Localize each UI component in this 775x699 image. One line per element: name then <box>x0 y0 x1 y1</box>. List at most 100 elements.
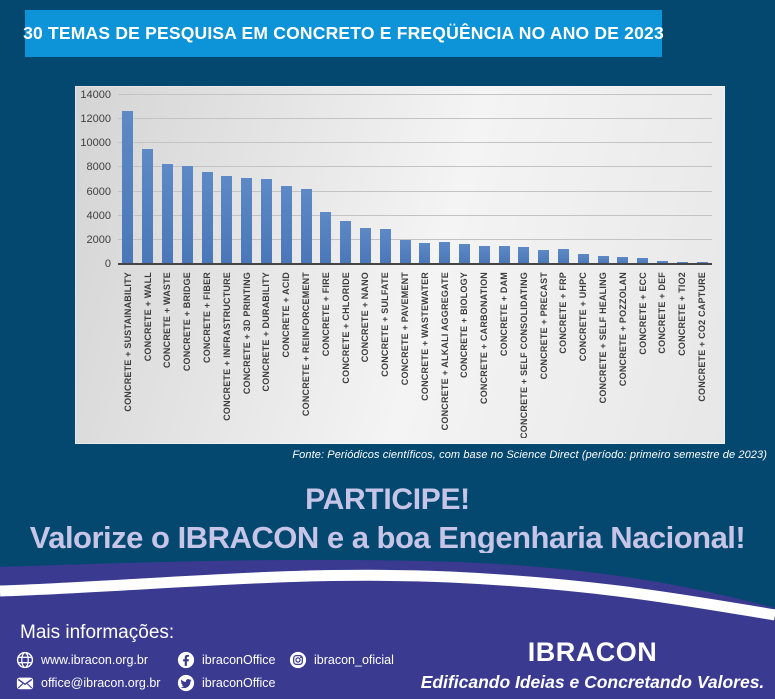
bar-concrete-wastewater <box>419 243 431 264</box>
x-label-slot: CONCRETE + ACID <box>276 272 296 438</box>
bar-concrete-durability <box>260 179 272 264</box>
x-category-label: CONCRETE + WASTE <box>162 272 173 368</box>
bar-slot <box>554 95 574 264</box>
bar-slot <box>633 95 653 264</box>
x-category-label: CONCRETE + SELF CONSOLIDATING <box>518 272 529 438</box>
twitter-icon <box>177 674 195 692</box>
bar-concrete-acid <box>280 186 292 264</box>
bar-slot <box>672 95 692 264</box>
x-category-label: CONCRETE + TIO2 <box>677 272 688 356</box>
bar-slot <box>296 95 316 264</box>
x-label-slot: CONCRETE + FIBER <box>197 272 217 438</box>
x-label-slot: CONCRETE + WALL <box>138 272 158 438</box>
y-tick-label: 10000 <box>80 137 111 150</box>
email-row: office@ibracon.org.br <box>16 674 160 692</box>
bar-concrete-chloride <box>340 221 352 264</box>
y-tick-label: 2000 <box>86 233 111 246</box>
x-label-slot: CONCRETE + CARBONATION <box>474 272 494 438</box>
x-category-label: CONCRETE + ECC <box>637 272 648 355</box>
more-info-label: Mais informações: <box>20 622 175 643</box>
bar-concrete-precast <box>538 250 550 264</box>
footer-wave-graphic <box>0 553 775 699</box>
x-label-slot: CONCRETE + BRIDGE <box>177 272 197 438</box>
gridline-6000 <box>118 190 712 192</box>
bar-concrete-waste <box>161 164 173 264</box>
bar-concrete-carbonation <box>478 246 490 264</box>
x-label-slot: CONCRETE + SELF CONSOLIDATING <box>514 272 534 438</box>
x-category-label: CONCRETE + DAM <box>499 272 510 357</box>
x-category-label: CONCRETE + BRIDGE <box>182 272 193 372</box>
x-label-slot: CONCRETE + CO2 CAPTURE <box>692 272 712 438</box>
x-label-slot: CONCRETE + SELF HEALING <box>593 272 613 438</box>
twitter-row: ibraconOffice <box>177 674 275 692</box>
x-category-label: CONCRETE + PAVEMENT <box>400 272 411 386</box>
x-category-label: CONCRETE + UHPC <box>578 272 589 362</box>
bar-slot <box>573 95 593 264</box>
x-label-slot: CONCRETE + UHPC <box>573 272 593 438</box>
x-label-slot: CONCRETE + WASTEWATER <box>415 272 435 438</box>
x-category-label: CONCRETE + FRP <box>558 272 569 354</box>
y-tick-label: 6000 <box>86 185 111 198</box>
x-label-slot: CONCRETE + DURABILITY <box>257 272 277 438</box>
twitter-handle-text: ibraconOffice <box>202 676 276 690</box>
bar-slot <box>375 95 395 264</box>
cta-participate-text: PARTICIPE! <box>305 483 470 516</box>
x-category-label: CONCRETE + INFRASTRUCTURE <box>221 272 232 421</box>
call-to-action: PARTICIPE! Valorize o IBRACON e a boa En… <box>0 483 775 556</box>
bar-slot <box>356 95 376 264</box>
x-category-label: CONCRETE + 3D PRINTING <box>241 272 252 395</box>
x-category-label: CONCRETE + FIRE <box>320 272 331 357</box>
x-label-slot: CONCRETE + SUSTAINABILITY <box>118 272 138 438</box>
bar-slot <box>613 95 633 264</box>
x-category-label: CONCRETE + PRECAST <box>538 272 549 380</box>
email-text: office@ibracon.org.br <box>41 676 161 690</box>
bar-slot <box>514 95 534 264</box>
facebook-handle-text: ibraconOffice <box>202 653 276 667</box>
x-category-label: CONCRETE + NANO <box>360 272 371 363</box>
facebook-row: ibraconOffice <box>177 651 275 669</box>
gridline-4000 <box>118 214 712 216</box>
bar-concrete-frp <box>557 249 569 264</box>
x-label-slot: CONCRETE + FIRE <box>316 272 336 438</box>
website-text: www.ibracon.org.br <box>41 653 148 667</box>
x-category-label: CONCRETE + ALKALI AGGREGATE <box>439 272 450 431</box>
bar-slot <box>237 95 257 264</box>
x-label-slot: CONCRETE + CHLORIDE <box>336 272 356 438</box>
x-category-label: CONCRETE + WALL <box>142 272 153 362</box>
y-tick-label: 4000 <box>86 209 111 222</box>
poster-title: 30 TEMAS DE PESQUISA EM CONCRETO E FREQÜ… <box>23 23 664 43</box>
x-label-slot: CONCRETE + BIOLOGY <box>455 272 475 438</box>
x-category-label: CONCRETE + POZZOLAN <box>617 272 628 387</box>
x-label-slot: CONCRETE + REINFORCEMENT <box>296 272 316 438</box>
bar-concrete-pavement <box>399 240 411 264</box>
bar-slot <box>336 95 356 264</box>
x-category-label: CONCRETE + WASTEWATER <box>419 272 430 401</box>
bar-concrete-bridge <box>181 166 193 264</box>
bar-slot <box>177 95 197 264</box>
bar-slot <box>474 95 494 264</box>
x-axis-line <box>118 263 712 265</box>
gridline-14000 <box>118 94 712 95</box>
y-tick-label: 14000 <box>80 89 111 101</box>
x-label-slot: CONCRETE + PAVEMENT <box>395 272 415 438</box>
facebook-icon <box>177 651 195 669</box>
gridline-8000 <box>118 166 712 168</box>
bar-slot <box>276 95 296 264</box>
x-label-slot: CONCRETE + ECC <box>633 272 653 438</box>
bar-series <box>118 95 712 264</box>
x-label-slot: CONCRETE + PRECAST <box>534 272 554 438</box>
bar-concrete-uhpc <box>577 254 589 264</box>
x-category-label: CONCRETE + CO2 CAPTURE <box>697 272 707 402</box>
bar-concrete-nano <box>359 228 371 264</box>
x-category-label: CONCRETE + SUSTAINABILITY <box>122 272 133 412</box>
x-axis-category-labels: CONCRETE + SUSTAINABILITY CONCRETE + WALL… <box>118 272 712 438</box>
bar-slot <box>415 95 435 264</box>
bar-concrete-pozzolan <box>617 257 629 264</box>
bar-concrete-wall <box>142 149 154 264</box>
bar-slot <box>138 95 158 264</box>
bar-concrete-dam <box>498 246 510 264</box>
bar-chart-panel: 0 2000 4000 6000 8000 10000 12000 14000 CONCRET… <box>75 86 725 444</box>
bar-slot <box>593 95 613 264</box>
envelope-icon <box>16 677 34 690</box>
instagram-icon <box>289 651 307 669</box>
